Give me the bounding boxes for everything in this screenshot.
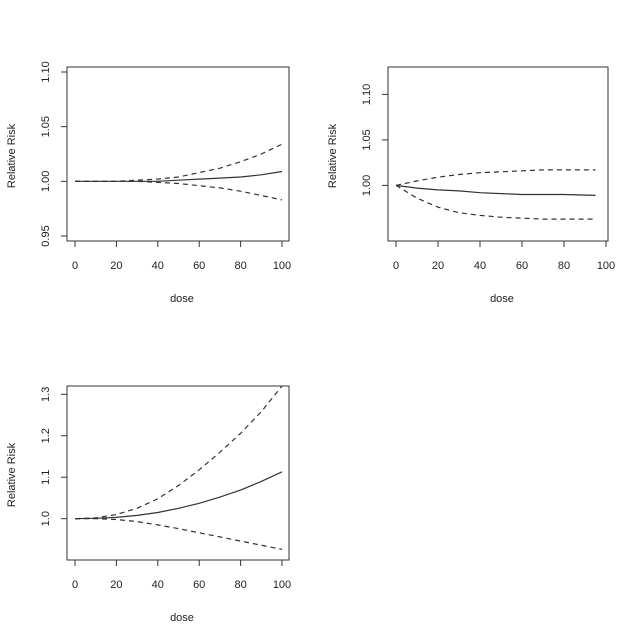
y-tick-label: 1.1	[40, 470, 52, 485]
x-tick-label: 80	[234, 260, 246, 272]
y-tick-label: 1.10	[40, 61, 52, 82]
estimate-line	[75, 170, 283, 182]
x-tick-label: 20	[432, 260, 444, 272]
x-tick-label: 40	[474, 260, 486, 272]
x-tick-label: 60	[193, 260, 205, 272]
x-tick-label: 40	[152, 260, 164, 272]
y-tick-label: 1.10	[361, 84, 373, 105]
chart-panel-3: 0 20 40 60 80 100 1.0 1.1 1.2 1.3 dose Relative Ris…	[6, 385, 291, 624]
x-tick-label: 20	[110, 260, 122, 272]
y-tick-label: 1.2	[40, 428, 52, 443]
chart-panel-2: 0 20 40 60 80 100 1.00 1.05 1.10 dose Relative Ris…	[327, 66, 615, 305]
y-axis-title: Relative Risk	[6, 442, 18, 507]
upper-ci-line	[74, 385, 283, 520]
y-axis-title: Relative Risk	[6, 123, 18, 188]
x-axis-title: dose	[170, 293, 194, 305]
x-tick-label: 0	[393, 260, 399, 272]
y-tick-label: 0.95	[40, 225, 52, 246]
lower-ci-line	[395, 184, 596, 220]
x-tick-label: 20	[110, 579, 122, 591]
plot-frame	[66, 66, 290, 242]
y-tick-label: 1.3	[40, 387, 52, 402]
x-tick-label: 60	[516, 260, 528, 272]
plot-frame	[66, 385, 290, 561]
plot-frame	[387, 66, 609, 242]
x-tick-label: 80	[558, 260, 570, 272]
x-tick-label: 80	[234, 579, 246, 591]
y-tick-label: 1.05	[40, 116, 52, 137]
x-axis-title: dose	[490, 293, 514, 305]
x-tick-label: 40	[152, 579, 164, 591]
estimate-line	[395, 184, 596, 196]
y-tick-label: 1.0	[40, 511, 52, 526]
y-tick-label: 1.00	[40, 171, 52, 192]
x-axis-title: dose	[170, 612, 194, 624]
x-tick-label: 100	[273, 260, 291, 272]
upper-ci-line	[395, 169, 596, 186]
y-tick-label: 1.05	[361, 129, 373, 150]
lower-ci-line	[75, 518, 283, 550]
x-tick-label: 0	[72, 260, 78, 272]
estimate-line	[74, 471, 283, 520]
upper-ci-line	[75, 143, 283, 182]
x-tick-label: 60	[193, 579, 205, 591]
y-axis-title: Relative Risk	[327, 123, 339, 188]
lower-ci-line	[75, 180, 283, 201]
chart-panel-1: 0 20 40 60 80 100 0.95 1.00 1.05 1.10 dose Relative…	[6, 61, 291, 305]
x-tick-label: 100	[273, 579, 291, 591]
y-tick-label: 1.00	[361, 175, 373, 196]
x-tick-label: 0	[72, 579, 78, 591]
x-tick-label: 100	[597, 260, 615, 272]
